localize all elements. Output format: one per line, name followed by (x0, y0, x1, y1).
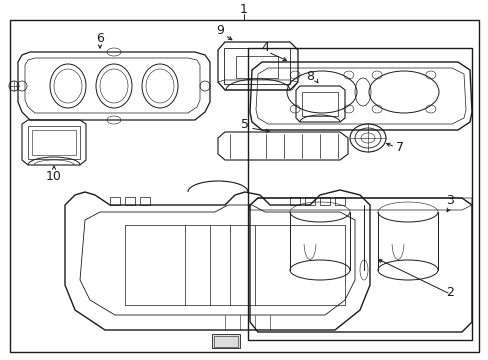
Bar (28, 126, 80, 159)
Bar (214, 336, 238, 347)
Bar (334, 197, 345, 205)
Bar (224, 48, 289, 84)
Bar (236, 56, 278, 78)
Bar (212, 334, 240, 348)
Text: 6: 6 (96, 32, 104, 45)
Text: 10: 10 (46, 170, 62, 183)
Text: 9: 9 (216, 23, 224, 36)
Bar (319, 197, 329, 205)
Text: 1: 1 (240, 3, 247, 15)
Bar (110, 197, 120, 205)
Bar (140, 197, 150, 205)
Text: 7: 7 (395, 140, 403, 153)
Bar (125, 197, 135, 205)
Text: 2: 2 (445, 287, 453, 300)
Text: 3: 3 (445, 194, 453, 207)
Text: 8: 8 (305, 69, 313, 82)
Bar (289, 197, 299, 205)
Text: 4: 4 (261, 41, 268, 54)
Bar (305, 197, 314, 205)
Text: 5: 5 (241, 117, 248, 131)
Bar (32, 130, 76, 155)
Bar (302, 92, 337, 116)
Bar (247, 48, 471, 340)
